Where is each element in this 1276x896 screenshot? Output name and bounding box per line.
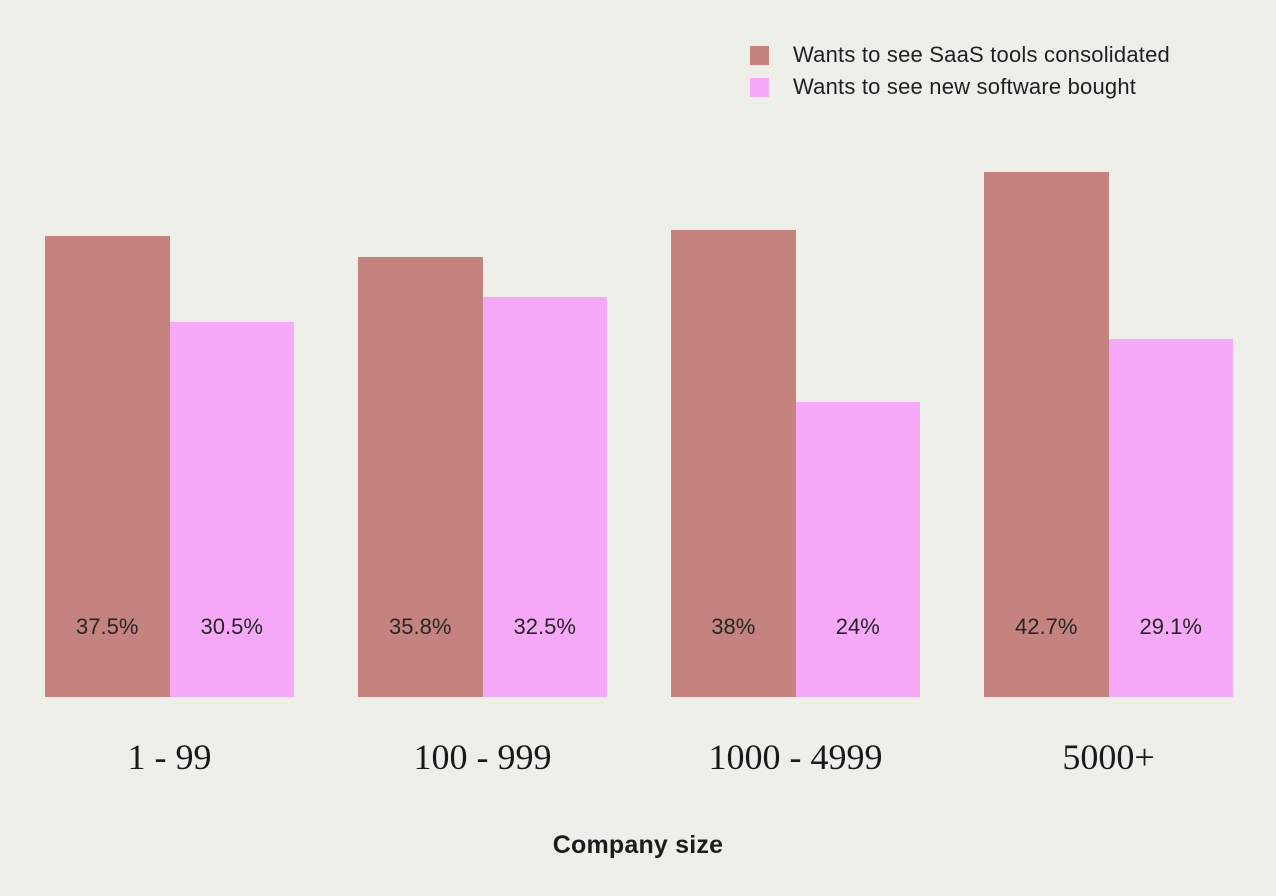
bar-consolidated-group-3: 42.7% (984, 172, 1109, 697)
bar-value-label: 38% (711, 614, 756, 639)
legend-label: Wants to see new software bought (793, 74, 1137, 99)
category-label-2: 1000 - 4999 (708, 737, 883, 777)
legend-swatch-icon (750, 77, 769, 97)
bar-new-software-group-1: 32.5% (482, 297, 607, 697)
bar-value-label: 35.8% (389, 614, 452, 639)
legend-swatch-icon (750, 45, 769, 65)
plot-area: 37.5% 30.5% 35.8% 32.5% 38% 24% 42.7% 29.1% (45, 172, 1233, 697)
category-label-3: 5000+ (1062, 737, 1155, 777)
bar-consolidated-group-2: 38% (671, 230, 796, 697)
bar-value-label: 42.7% (1015, 614, 1078, 639)
bar-value-label: 30.5% (200, 614, 263, 639)
bar-value-label: 24% (835, 614, 880, 639)
bar-consolidated-group-0: 37.5% (45, 236, 170, 697)
category-label-0: 1 - 99 (127, 737, 212, 777)
legend-item-new-software: Wants to see new software bought (750, 74, 1170, 99)
bar-new-software-group-3: 29.1% (1108, 339, 1233, 697)
bar-consolidated-group-1: 35.8% (358, 257, 483, 697)
bar-new-software-group-0: 30.5% (169, 322, 294, 697)
x-axis-title: Company size (552, 831, 724, 859)
bar-value-label: 29.1% (1139, 614, 1202, 639)
bar-value-label: 37.5% (76, 614, 139, 639)
bar-new-software-group-2: 24% (795, 402, 920, 697)
legend: Wants to see SaaS tools consolidated Want… (750, 42, 1170, 99)
legend-item-consolidated: Wants to see SaaS tools consolidated (750, 42, 1170, 67)
bar-value-label: 32.5% (513, 614, 576, 639)
category-label-1: 100 - 999 (413, 737, 552, 777)
legend-label: Wants to see SaaS tools consolidated (793, 42, 1170, 67)
